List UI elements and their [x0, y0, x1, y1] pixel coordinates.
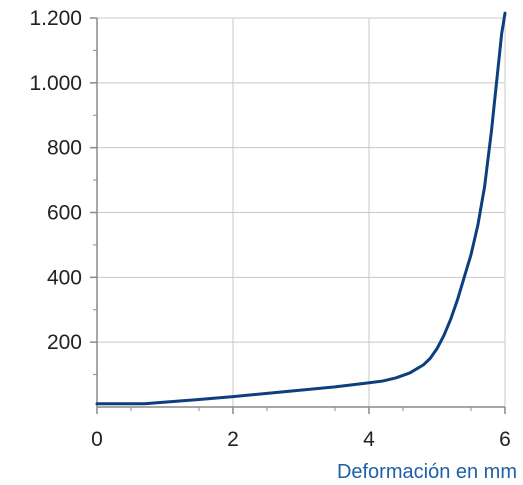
- y-tick-labels: 200 400 600 800 1.000 1.200: [29, 7, 82, 354]
- y-tick-label: 800: [47, 137, 82, 160]
- x-tick-label: 4: [363, 428, 375, 451]
- x-axis-ticks: [96, 407, 506, 414]
- y-tick-label: 400: [47, 266, 82, 289]
- x-tick-label: 0: [91, 428, 103, 451]
- series-line: [95, 11, 507, 406]
- x-tick-labels: 0 2 4 6: [91, 428, 511, 451]
- y-gridlines: [97, 17, 505, 343]
- x-tick-label: 2: [227, 428, 239, 451]
- y-axis-ticks: [90, 17, 97, 376]
- y-tick-label: 1.000: [29, 72, 82, 95]
- y-tick-label: 600: [47, 202, 82, 225]
- x-tick-label: 6: [499, 428, 511, 451]
- y-tick-label: 1.200: [29, 7, 82, 30]
- y-tick-label: 200: [47, 331, 82, 354]
- x-axis-title: Deformación en mm: [337, 461, 517, 483]
